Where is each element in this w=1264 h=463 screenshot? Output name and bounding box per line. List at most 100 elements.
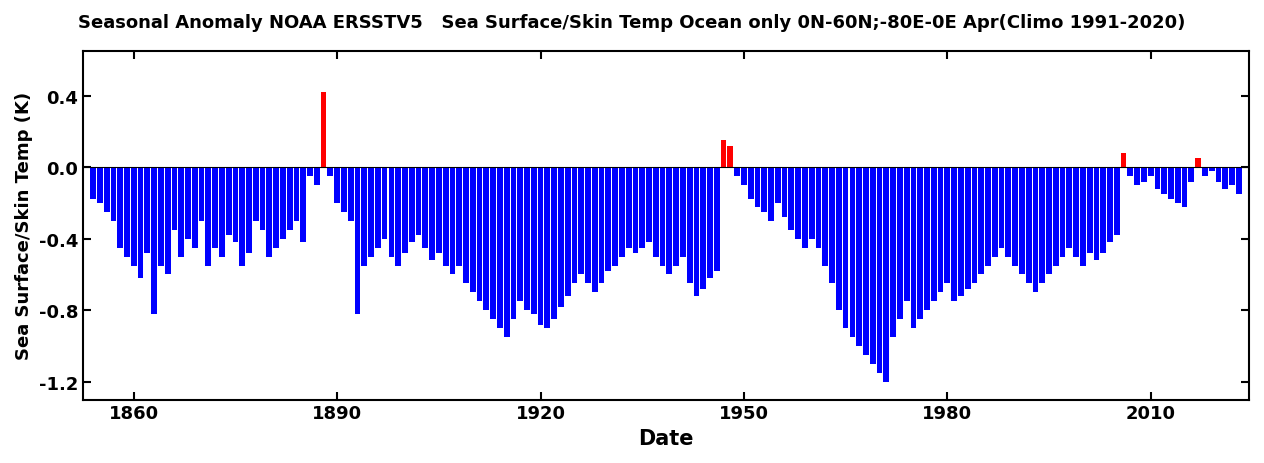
Bar — [557, 168, 564, 307]
Bar — [640, 168, 645, 248]
Bar — [775, 168, 781, 204]
Bar — [273, 168, 279, 248]
Bar — [178, 168, 185, 257]
Bar — [1114, 168, 1120, 236]
Bar — [192, 168, 197, 248]
Bar — [253, 168, 259, 221]
Bar — [1073, 168, 1079, 257]
Bar — [632, 168, 638, 254]
Bar — [700, 168, 707, 289]
Bar — [517, 168, 523, 302]
Bar — [952, 168, 957, 302]
Bar — [890, 168, 896, 338]
Bar — [341, 168, 346, 213]
Bar — [1188, 168, 1194, 182]
Bar — [1005, 168, 1011, 257]
Bar — [382, 168, 388, 239]
Bar — [537, 168, 544, 325]
X-axis label: Date: Date — [638, 428, 694, 448]
Bar — [172, 168, 177, 230]
Bar — [281, 168, 286, 239]
Bar — [1087, 168, 1092, 254]
Bar — [1202, 168, 1208, 177]
Bar — [734, 168, 739, 177]
Bar — [1059, 168, 1066, 257]
Bar — [1208, 168, 1215, 171]
Bar — [355, 168, 360, 314]
Bar — [680, 168, 686, 257]
Bar — [1222, 168, 1229, 189]
Bar — [511, 168, 516, 319]
Bar — [1067, 168, 1072, 248]
Bar — [877, 168, 882, 373]
Bar — [755, 168, 761, 207]
Bar — [334, 168, 340, 204]
Bar — [666, 168, 672, 275]
Bar — [1141, 168, 1146, 182]
Bar — [450, 168, 455, 275]
Bar — [1093, 168, 1100, 261]
Bar — [1182, 168, 1187, 207]
Bar — [836, 168, 842, 311]
Bar — [809, 168, 814, 239]
Bar — [1216, 168, 1221, 182]
Bar — [504, 168, 509, 338]
Bar — [545, 168, 550, 328]
Bar — [1229, 168, 1235, 186]
Bar — [551, 168, 557, 319]
Bar — [1019, 168, 1025, 275]
Bar — [686, 168, 693, 284]
Bar — [396, 168, 401, 266]
Bar — [646, 168, 652, 243]
Bar — [463, 168, 469, 284]
Bar — [408, 168, 415, 243]
Bar — [781, 168, 787, 218]
Bar — [206, 168, 211, 266]
Bar — [1012, 168, 1018, 266]
Bar — [653, 168, 659, 257]
Bar — [416, 168, 421, 236]
Bar — [497, 168, 503, 328]
Bar — [470, 168, 475, 293]
Bar — [152, 168, 157, 314]
Bar — [741, 168, 747, 186]
Bar — [158, 168, 164, 266]
Bar — [789, 168, 794, 230]
Bar — [531, 168, 537, 314]
Bar — [226, 168, 231, 236]
Bar — [571, 168, 578, 284]
Bar — [999, 168, 1005, 248]
Bar — [313, 168, 320, 186]
Bar — [138, 168, 143, 278]
Bar — [930, 168, 937, 302]
Bar — [904, 168, 910, 302]
Bar — [992, 168, 997, 257]
Y-axis label: Sea Surface/Skin Temp (K): Sea Surface/Skin Temp (K) — [15, 92, 33, 360]
Bar — [388, 168, 394, 257]
Bar — [856, 168, 862, 346]
Bar — [198, 168, 205, 221]
Bar — [714, 168, 719, 271]
Bar — [375, 168, 380, 248]
Text: Seasonal Anomaly NOAA ERSSTV5   Sea Surface/Skin Temp Ocean only 0N-60N;-80E-0E : Seasonal Anomaly NOAA ERSSTV5 Sea Surfac… — [78, 14, 1186, 32]
Bar — [870, 168, 876, 364]
Bar — [1148, 168, 1154, 177]
Bar — [1047, 168, 1052, 275]
Bar — [436, 168, 441, 254]
Bar — [124, 168, 130, 257]
Bar — [924, 168, 930, 311]
Bar — [720, 141, 727, 168]
Bar — [599, 168, 604, 284]
Bar — [761, 168, 767, 213]
Bar — [477, 168, 483, 302]
Bar — [605, 168, 612, 271]
Bar — [1162, 168, 1167, 194]
Bar — [118, 168, 123, 248]
Bar — [233, 168, 239, 243]
Bar — [863, 168, 868, 355]
Bar — [1134, 168, 1140, 186]
Bar — [185, 168, 191, 239]
Bar — [327, 168, 334, 177]
Bar — [769, 168, 774, 221]
Bar — [944, 168, 951, 284]
